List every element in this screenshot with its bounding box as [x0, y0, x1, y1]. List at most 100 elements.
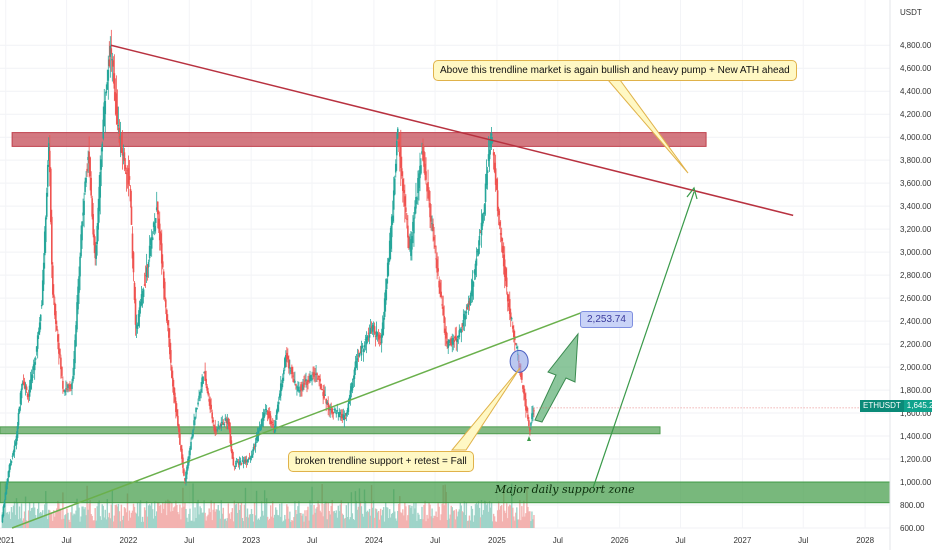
candle-body — [403, 189, 405, 193]
candle-body — [310, 375, 312, 380]
volume-bar — [393, 489, 395, 528]
volume-bar — [422, 519, 424, 528]
candle-body — [358, 353, 361, 357]
volume-bar — [485, 504, 488, 528]
volume-bar — [327, 502, 329, 528]
volume-bar — [432, 518, 434, 528]
candle-body — [425, 171, 427, 180]
candle-body — [96, 225, 98, 245]
volume-bar — [117, 503, 120, 528]
volume-bar — [16, 502, 19, 528]
candle-body — [63, 389, 65, 391]
candle-body — [7, 471, 10, 478]
candle-body — [494, 168, 497, 185]
candle-body — [355, 360, 358, 368]
volume-bar — [141, 516, 144, 528]
candle-body — [326, 401, 328, 405]
candle-body — [463, 313, 466, 320]
volume-bar — [289, 511, 291, 528]
candle-body — [305, 379, 307, 381]
volume-bar — [320, 512, 322, 528]
volume-bar — [504, 510, 506, 528]
candle-body — [132, 252, 135, 273]
candle-body — [345, 413, 348, 416]
volume-bar — [172, 511, 174, 528]
volume-bar — [413, 502, 415, 528]
candle-body — [25, 386, 28, 391]
volume-bar — [19, 518, 22, 528]
volume-bar — [531, 511, 533, 528]
major-support-zone — [0, 481, 891, 504]
candle-body — [138, 307, 141, 317]
candle-body — [293, 379, 295, 382]
candle-body — [221, 421, 224, 424]
candle-body — [140, 294, 143, 305]
candle-body — [390, 216, 393, 238]
candle-body — [1, 514, 4, 523]
volume-bar — [272, 501, 274, 528]
volume-bar — [357, 506, 360, 528]
y-tick-label: 3,400.00 — [900, 202, 932, 211]
y-tick-label: 800.00 — [900, 501, 925, 510]
volume-bar — [428, 502, 430, 528]
volume-bar — [279, 503, 281, 528]
volume-bar — [524, 516, 526, 528]
volume-bars — [1, 483, 535, 528]
fall-annotation[interactable]: broken trendline support + retest = Fall — [288, 451, 474, 472]
candle-body — [174, 392, 176, 402]
candle-body — [229, 428, 232, 443]
candle-body — [24, 386, 27, 389]
volume-bar — [241, 517, 244, 528]
volume-bar — [390, 517, 392, 528]
candle-body — [447, 341, 450, 348]
candle-body — [502, 254, 505, 267]
volume-bar — [521, 506, 523, 528]
volume-bar — [181, 507, 183, 528]
volume-bar — [161, 513, 163, 528]
candle-body — [276, 404, 279, 411]
volume-bar — [457, 511, 460, 528]
candle-body — [60, 357, 62, 370]
candle-body — [129, 188, 132, 202]
volume-bar — [516, 507, 518, 528]
candle-body — [410, 239, 412, 256]
target-price-label[interactable]: 2,253.74 — [580, 311, 633, 328]
candle-body — [374, 335, 377, 337]
volume-bar — [205, 520, 207, 528]
volume-bar — [196, 501, 198, 528]
candle-body — [332, 411, 335, 414]
candle-body — [312, 373, 314, 375]
volume-bar — [434, 515, 436, 528]
candle-body — [151, 237, 154, 240]
candle-body — [521, 372, 523, 380]
candle-body — [95, 245, 97, 259]
volume-bar — [375, 509, 378, 528]
candle-body — [523, 385, 525, 394]
x-tick-label: 2022 — [120, 536, 138, 545]
volume-bar — [12, 505, 15, 528]
candle-body — [196, 407, 198, 409]
long-target-arrow-head — [686, 186, 698, 200]
candle-body — [165, 309, 168, 321]
candle-body — [78, 276, 80, 293]
candle-body — [159, 233, 162, 245]
volume-bar — [242, 521, 245, 528]
candle-body — [429, 203, 431, 218]
candle-body — [298, 390, 300, 392]
bullish-annotation[interactable]: Above this trendline market is again bul… — [433, 60, 797, 81]
volume-bar — [136, 502, 139, 528]
candle-body — [97, 207, 100, 230]
volume-bar — [4, 483, 7, 528]
volume-bar — [10, 507, 13, 528]
volume-bar — [483, 500, 486, 528]
volume-bar — [298, 500, 300, 528]
candle-body — [324, 394, 326, 396]
volume-bar — [348, 519, 351, 528]
volume-bar — [109, 518, 112, 528]
volume-bar — [423, 505, 425, 528]
volume-bar — [359, 501, 362, 528]
candle-body — [54, 302, 56, 316]
candle-body — [77, 286, 79, 310]
volume-bar — [13, 501, 16, 528]
candle-body — [71, 382, 73, 389]
